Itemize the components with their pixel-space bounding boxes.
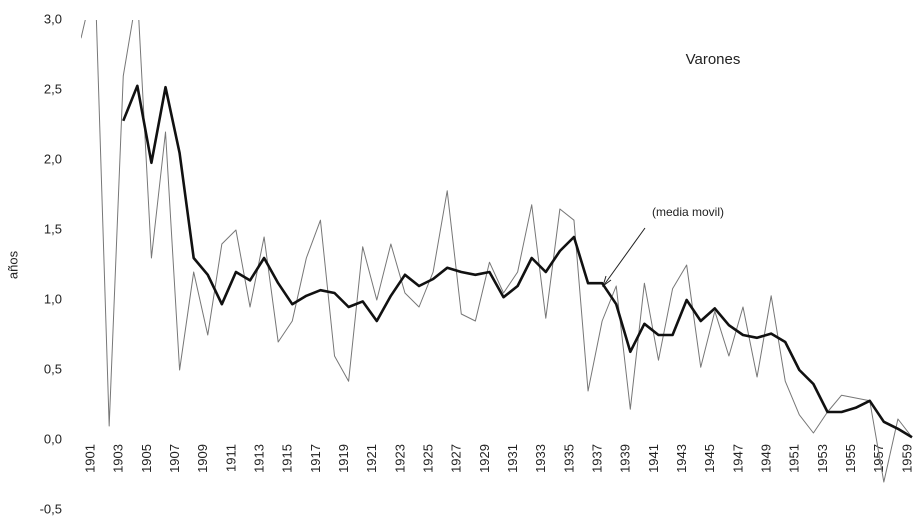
x-tick-label: 1919: [336, 444, 351, 473]
x-tick-label: 1913: [251, 444, 266, 473]
x-tick-label: 1929: [477, 444, 492, 473]
series-line: [81, 20, 913, 483]
y-tick-label: 0,5: [44, 361, 62, 376]
x-tick-label: 1925: [420, 444, 435, 473]
chart-title: Varones: [686, 51, 741, 68]
x-tick-label: 1903: [111, 444, 126, 473]
x-tick-label: 1949: [759, 444, 774, 473]
y-tick-label: 2,0: [44, 151, 62, 166]
x-tick-label: 1911: [223, 444, 238, 472]
x-tick-label: 1933: [533, 444, 548, 473]
x-tick-label: 1909: [195, 444, 210, 473]
series-line: [122, 84, 913, 439]
x-tick-label: 1943: [674, 444, 689, 473]
x-tick-label: 1941: [646, 444, 661, 473]
annotation-arrow: [602, 227, 646, 288]
x-tick-label: 1917: [308, 444, 323, 473]
y-axis-label: años: [5, 250, 20, 279]
x-tick-label: 1939: [618, 444, 633, 473]
x-tick-label: 1923: [392, 444, 407, 473]
y-tick-label: -0,5: [40, 501, 62, 516]
x-tick-label: 1957: [871, 444, 886, 473]
annotation: (media movil): [652, 205, 724, 219]
x-tick-label: 1901: [82, 444, 97, 473]
x-tick-label: 1955: [843, 444, 858, 473]
x-tick-label: 1935: [561, 444, 576, 473]
y-tick-label: 3,0: [44, 11, 62, 26]
x-tick-label: 1959: [899, 444, 913, 473]
plot-area: [81, 20, 913, 483]
x-tick-label: 1951: [787, 444, 802, 473]
x-tick-label: 1927: [449, 444, 464, 473]
x-tick-label: 1905: [139, 444, 154, 473]
y-tick-label: 0,0: [44, 431, 62, 446]
x-tick-label: 1915: [280, 444, 295, 473]
x-tick-label: 1907: [167, 444, 182, 473]
y-tick-label: 1,0: [44, 291, 62, 306]
x-tick-label: 1931: [505, 444, 520, 473]
y-tick-label: 1,5: [44, 221, 62, 236]
x-tick-label: 1945: [702, 444, 717, 473]
x-tick-label: 1947: [730, 444, 745, 473]
x-tick-label: 1953: [815, 444, 830, 473]
x-tick-label: 1921: [364, 444, 379, 473]
x-tick-label: 1937: [589, 444, 604, 473]
y-tick-label: 2,5: [44, 81, 62, 96]
